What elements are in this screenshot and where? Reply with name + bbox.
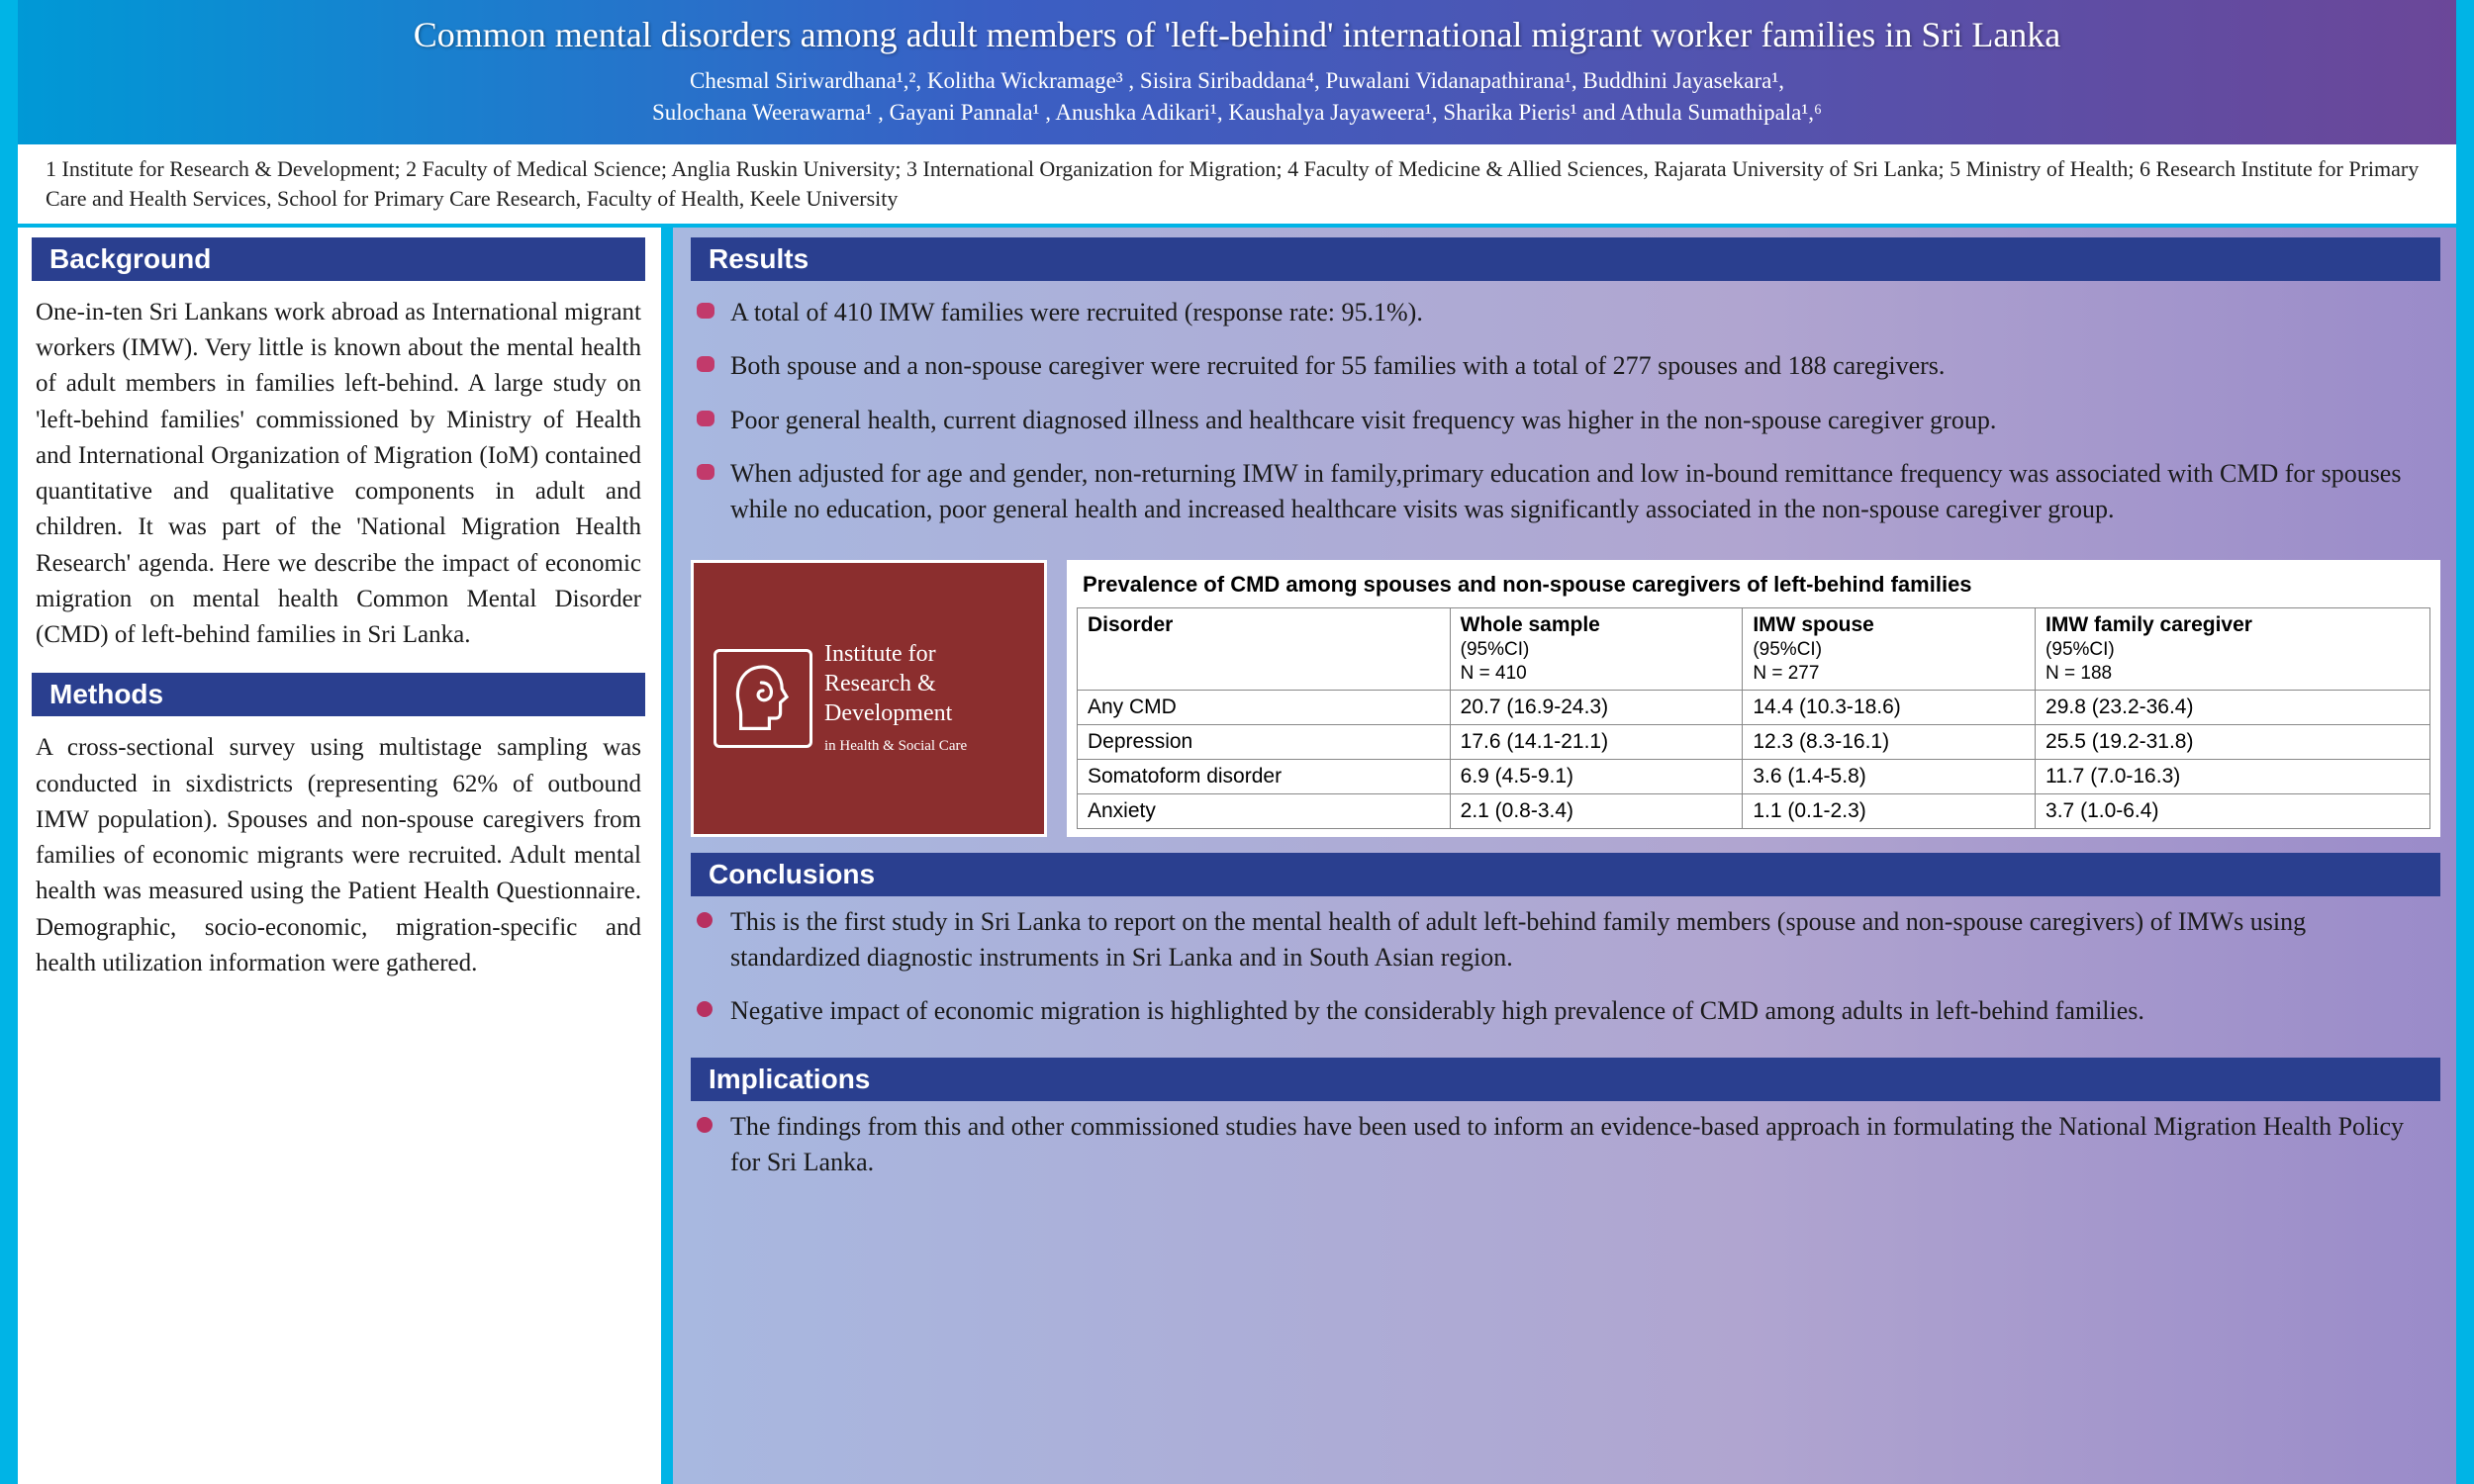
results-heading: Results (691, 237, 2440, 281)
col-head: IMW spouse (1753, 613, 1874, 636)
content-area: Background One-in-ten Sri Lankans work a… (18, 228, 2456, 1484)
cell: 3.6 (1.4-5.8) (1743, 759, 2036, 793)
head-spiral-icon (714, 649, 812, 748)
col-whole: Whole sample (95%CI)N = 410 (1450, 607, 1743, 690)
results-bullet: A total of 410 IMW families were recruit… (695, 295, 2436, 330)
col-head: Disorder (1088, 613, 1173, 636)
table-row: Depression 17.6 (14.1-21.1) 12.3 (8.3-16… (1078, 724, 2430, 759)
cell: 11.7 (7.0-16.3) (2036, 759, 2430, 793)
logo-line1: Institute for (824, 641, 936, 667)
col-spouse: IMW spouse (95%CI)N = 277 (1743, 607, 2036, 690)
methods-body: A cross-sectional survey using multistag… (32, 724, 645, 993)
cell: 1.1 (0.1-2.3) (1743, 793, 2036, 828)
logo-line4: in Health & Social Care (824, 738, 967, 754)
cell: Any CMD (1078, 690, 1451, 724)
conclusions-section: Conclusions This is the first study in S… (691, 853, 2440, 1052)
cell: Depression (1078, 724, 1451, 759)
conclusions-bullet: This is the first study in Sri Lanka to … (695, 904, 2436, 976)
background-heading: Background (32, 237, 645, 281)
conclusions-bullet: Negative impact of economic migration is… (695, 993, 2436, 1029)
col-head: IMW family caregiver (2046, 613, 2252, 636)
cell: 20.7 (16.9-24.3) (1450, 690, 1743, 724)
affiliations: 1 Institute for Research & Development; … (18, 144, 2456, 227)
implications-list: The findings from this and other commiss… (691, 1101, 2440, 1203)
results-bullet: Both spouse and a non-spouse caregiver w… (695, 348, 2436, 384)
authors-line1: Chesmal Siriwardhana¹,², Kolitha Wickram… (690, 68, 1784, 93)
cell: Anxiety (1078, 793, 1451, 828)
col-disorder: Disorder (1078, 607, 1451, 690)
results-list: A total of 410 IMW families were recruit… (691, 287, 2440, 550)
logo-text: Institute for Research & Development in … (824, 639, 967, 758)
authors-line2: Sulochana Weerawarna¹ , Gayani Pannala¹ … (652, 100, 1822, 125)
conclusions-list: This is the first study in Sri Lanka to … (691, 896, 2440, 1052)
logo-line3: Development (824, 700, 952, 726)
title-bar: Common mental disorders among adult memb… (18, 0, 2456, 144)
background-body: One-in-ten Sri Lankans work abroad as In… (32, 289, 645, 666)
prevalence-table: Disorder Whole sample (95%CI)N = 410 IMW… (1077, 607, 2430, 829)
table-header-row: Disorder Whole sample (95%CI)N = 410 IMW… (1078, 607, 2430, 690)
cell: 25.5 (19.2-31.8) (2036, 724, 2430, 759)
col-head: Whole sample (1461, 613, 1600, 636)
table-body: Any CMD 20.7 (16.9-24.3) 14.4 (10.3-18.6… (1078, 690, 2430, 828)
poster-title: Common mental disorders among adult memb… (48, 14, 2426, 55)
results-bullet: When adjusted for age and gender, non-re… (695, 456, 2436, 528)
table-row: Anxiety 2.1 (0.8-3.4) 1.1 (0.1-2.3) 3.7 … (1078, 793, 2430, 828)
results-bullet: Poor general health, current diagnosed i… (695, 403, 2436, 438)
col-caregiver: IMW family caregiver (95%CI)N = 188 (2036, 607, 2430, 690)
col-sub: (95%CI)N = 410 (1461, 639, 1530, 684)
col-sub: (95%CI)N = 277 (1753, 639, 1822, 684)
implications-section: Implications The findings from this and … (691, 1058, 2440, 1203)
table-row: Somatoform disorder 6.9 (4.5-9.1) 3.6 (1… (1078, 759, 2430, 793)
implications-heading: Implications (691, 1058, 2440, 1101)
cell: 17.6 (14.1-21.1) (1450, 724, 1743, 759)
institute-logo: Institute for Research & Development in … (691, 560, 1047, 837)
left-column: Background One-in-ten Sri Lankans work a… (18, 228, 661, 1484)
cell: 12.3 (8.3-16.1) (1743, 724, 2036, 759)
cell: 14.4 (10.3-18.6) (1743, 690, 2036, 724)
prevalence-table-wrap: Prevalence of CMD among spouses and non-… (1067, 560, 2440, 837)
methods-heading: Methods (32, 673, 645, 716)
cell: 6.9 (4.5-9.1) (1450, 759, 1743, 793)
cell: 2.1 (0.8-3.4) (1450, 793, 1743, 828)
table-row: Any CMD 20.7 (16.9-24.3) 14.4 (10.3-18.6… (1078, 690, 2430, 724)
cell: 3.7 (1.0-6.4) (2036, 793, 2430, 828)
poster-root: Common mental disorders among adult memb… (0, 0, 2474, 1484)
cell: 29.8 (23.2-36.4) (2036, 690, 2430, 724)
col-sub: (95%CI)N = 188 (2046, 639, 2115, 684)
conclusions-heading: Conclusions (691, 853, 2440, 896)
right-column: Results A total of 410 IMW families were… (661, 228, 2456, 1484)
logo-line2: Research & (824, 671, 936, 696)
authors: Chesmal Siriwardhana¹,², Kolitha Wickram… (48, 65, 2426, 129)
implications-bullet: The findings from this and other commiss… (695, 1109, 2436, 1181)
table-area: Institute for Research & Development in … (691, 556, 2440, 847)
cell: Somatoform disorder (1078, 759, 1451, 793)
table-caption: Prevalence of CMD among spouses and non-… (1077, 568, 2430, 607)
